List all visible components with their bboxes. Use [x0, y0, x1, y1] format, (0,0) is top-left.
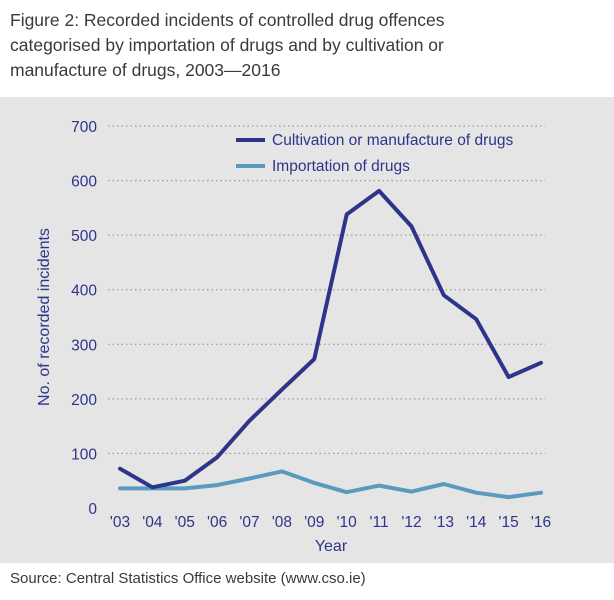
x-tick-label: '11 [370, 514, 389, 531]
legend-label: Cultivation or manufacture of drugs [272, 132, 513, 149]
x-axis-title: Year [315, 538, 348, 555]
x-tick-label: '09 [304, 514, 324, 531]
y-tick-label: 200 [71, 392, 97, 409]
y-tick-label: 700 [71, 119, 97, 136]
grid-lines [108, 125, 545, 454]
x-tick-label: '04 [142, 514, 163, 531]
x-tick-label: '12 [401, 514, 421, 531]
x-tick-label: '05 [175, 514, 195, 531]
x-tick-label: '03 [110, 514, 130, 531]
y-tick-label: 500 [71, 228, 97, 245]
x-tick-label: '10 [337, 514, 358, 531]
y-tick-label: 100 [71, 446, 97, 463]
series-lines [118, 188, 543, 500]
figure-title: Figure 2: Recorded incidents of controll… [10, 10, 445, 80]
x-tick-label: '07 [239, 514, 259, 531]
series-line [118, 469, 543, 500]
series-line [118, 188, 543, 490]
legend-label: Importation of drugs [272, 158, 410, 175]
x-tick-label: '14 [466, 514, 487, 531]
y-tick-label: 0 [88, 501, 97, 518]
legend: Cultivation or manufacture of drugs Impor… [236, 132, 513, 175]
x-tick-label: '08 [272, 514, 292, 531]
y-tick-label: 300 [71, 337, 97, 354]
x-tick-label: '06 [207, 514, 227, 531]
x-tick-label: '15 [499, 514, 519, 531]
x-tick-label: '16 [531, 514, 551, 531]
y-axis-title: No. of recorded incidents [36, 228, 53, 406]
y-tick-labels: 0 100 200 300 400 500 600 700 [71, 119, 97, 518]
x-tick-label: '13 [434, 514, 454, 531]
x-tick-labels: '03 '04 '05 '06 '07 '08 '09 '10 '11 '12 '13 '14 '15 '… [110, 514, 551, 531]
figure-source: Source: Central Statistics Office websit… [10, 570, 366, 587]
y-tick-label: 600 [71, 174, 97, 191]
y-tick-label: 400 [71, 283, 97, 300]
chart-panel: 0 100 200 300 400 500 600 700 '03'04'05'06'07'0… [0, 97, 614, 563]
